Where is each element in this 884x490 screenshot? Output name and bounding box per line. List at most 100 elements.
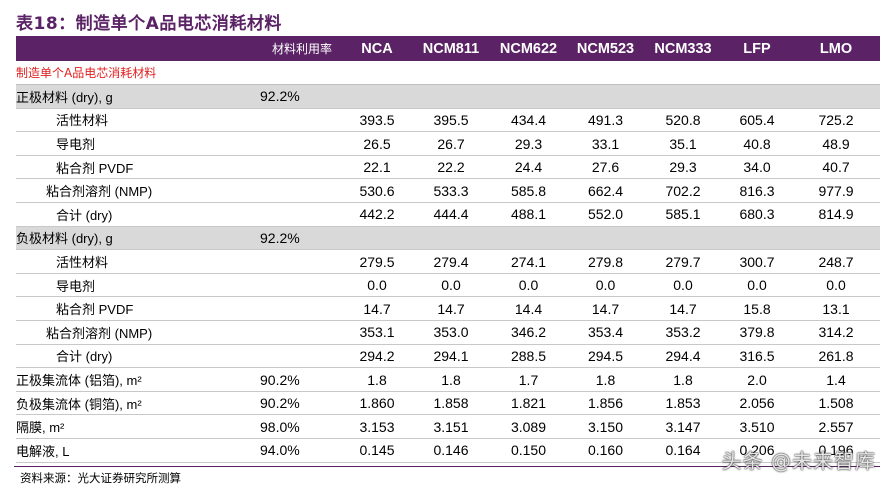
utilization-rate [242, 178, 342, 204]
watermark: 头条 @未来智库 [721, 449, 876, 473]
row-label: 粘合剂溶剂 (NMP) [16, 178, 242, 204]
utilization-rate: 92.2% [242, 226, 342, 251]
cell-value: 2.056 [722, 391, 792, 416]
cell-value: 977.9 [792, 178, 880, 204]
cell-value: 3.153 [342, 414, 412, 439]
cell-value: 442.2 [342, 202, 412, 227]
cell-value: 294.5 [567, 344, 644, 369]
cell-value: 434.4 [490, 108, 567, 133]
cell-value: 13.1 [792, 296, 880, 322]
table-row: 合计 (dry) 294.2 294.1 288.5 294.5 294.4 316.5 26… [16, 344, 880, 369]
cell-value: 1.8 [412, 367, 490, 392]
cell-value: 605.4 [722, 108, 792, 133]
cell-value: 533.3 [412, 178, 490, 204]
utilization-rate [242, 273, 342, 298]
row-label: 活性材料 [16, 249, 242, 274]
cell-value: 552.0 [567, 202, 644, 227]
utilization-rate: 98.0% [242, 414, 342, 439]
cell-value [792, 226, 880, 251]
header-col: NCM622 [490, 36, 567, 61]
header-col: NCM333 [644, 36, 722, 61]
cell-value [792, 84, 880, 109]
row-label: 负极材料 (dry), g [16, 226, 242, 251]
table-row: 粘合剂 PVDF 14.7 14.7 14.4 14.7 14.7 15.8 13.1 [16, 296, 880, 322]
utilization-rate [242, 320, 342, 345]
table-row: 合计 (dry) 442.2 444.4 488.1 552.0 585.1 680.3 81… [16, 202, 880, 227]
table-row: 活性材料 393.5 395.5 434.4 491.3 520.8 605.4 725.2 [16, 108, 880, 133]
cell-value: 14.7 [567, 296, 644, 322]
cell-value [490, 84, 567, 109]
cell-value: 353.4 [567, 320, 644, 345]
row-label: 合计 (dry) [16, 344, 242, 369]
section-row: 制造单个A品电芯消耗材料 [16, 61, 880, 86]
row-label: 粘合剂溶剂 (NMP) [16, 320, 242, 345]
cell-value: 1.7 [490, 367, 567, 392]
cell-value: 1.856 [567, 391, 644, 416]
header-row: 材料利用率 NCA NCM811 NCM622 NCM523 NCM333 LF… [16, 36, 880, 61]
cell-value: 702.2 [644, 178, 722, 204]
section-label: 制造单个A品电芯消耗材料 [16, 61, 880, 86]
header-col: NCM811 [412, 36, 490, 61]
table-row: 正极集流体 (铝箔), m² 90.2% 1.8 1.8 1.7 1.8 1.8 2.0 1.4 [16, 367, 880, 392]
header-col: LFP [722, 36, 792, 61]
cell-value: 27.6 [567, 155, 644, 180]
cell-value: 14.7 [342, 296, 412, 322]
cell-value: 725.2 [792, 108, 880, 133]
cell-value: 2.0 [722, 367, 792, 392]
group-row: 负极材料 (dry), g 92.2% [16, 226, 880, 251]
cell-value: 3.510 [722, 414, 792, 439]
cell-value: 279.7 [644, 249, 722, 274]
table-row: 隔膜, m² 98.0% 3.153 3.151 3.089 3.150 3.147 3.51… [16, 414, 880, 439]
cell-value: 1.8 [342, 367, 412, 392]
utilization-rate: 94.0% [242, 438, 342, 463]
cell-value: 346.2 [490, 320, 567, 345]
cell-value: 1.8 [567, 367, 644, 392]
cell-value: 29.3 [644, 155, 722, 180]
cell-value: 26.7 [412, 131, 490, 156]
cell-value: 3.151 [412, 414, 490, 439]
cell-value: 585.1 [644, 202, 722, 227]
utilization-rate [242, 344, 342, 369]
cell-value: 22.1 [342, 155, 412, 180]
cell-value [342, 84, 412, 109]
cell-value: 662.4 [567, 178, 644, 204]
cell-value [342, 226, 412, 251]
materials-table: 材料利用率 NCA NCM811 NCM622 NCM523 NCM333 LF… [16, 36, 880, 463]
bottom-rule [14, 466, 880, 467]
cell-value: 0.0 [644, 273, 722, 298]
cell-value [412, 84, 490, 109]
cell-value: 680.3 [722, 202, 792, 227]
cell-value: 0.0 [567, 273, 644, 298]
utilization-rate: 90.2% [242, 367, 342, 392]
cell-value [412, 226, 490, 251]
header-col: NCA [342, 36, 412, 61]
cell-value: 40.8 [722, 131, 792, 156]
cell-value: 0.160 [567, 438, 644, 463]
cell-value: 1.821 [490, 391, 567, 416]
cell-value [722, 84, 792, 109]
row-label: 负极集流体 (铜箔), m² [16, 391, 242, 416]
cell-value: 1.858 [412, 391, 490, 416]
cell-value: 353.0 [412, 320, 490, 345]
utilization-rate: 90.2% [242, 391, 342, 416]
row-label: 导电剂 [16, 273, 242, 298]
cell-value [722, 226, 792, 251]
cell-value: 0.0 [342, 273, 412, 298]
cell-value: 300.7 [722, 249, 792, 274]
cell-value [644, 84, 722, 109]
cell-value: 29.3 [490, 131, 567, 156]
cell-value: 294.1 [412, 344, 490, 369]
cell-value: 3.089 [490, 414, 567, 439]
cell-value: 26.5 [342, 131, 412, 156]
cell-value: 24.4 [490, 155, 567, 180]
row-label: 粘合剂 PVDF [16, 296, 242, 322]
cell-value: 1.4 [792, 367, 880, 392]
cell-value: 816.3 [722, 178, 792, 204]
row-label: 导电剂 [16, 131, 242, 156]
cell-value: 15.8 [722, 296, 792, 322]
cell-value: 395.5 [412, 108, 490, 133]
cell-value: 0.150 [490, 438, 567, 463]
cell-value: 0.206 [722, 438, 792, 463]
cell-value: 14.4 [490, 296, 567, 322]
cell-value [644, 226, 722, 251]
